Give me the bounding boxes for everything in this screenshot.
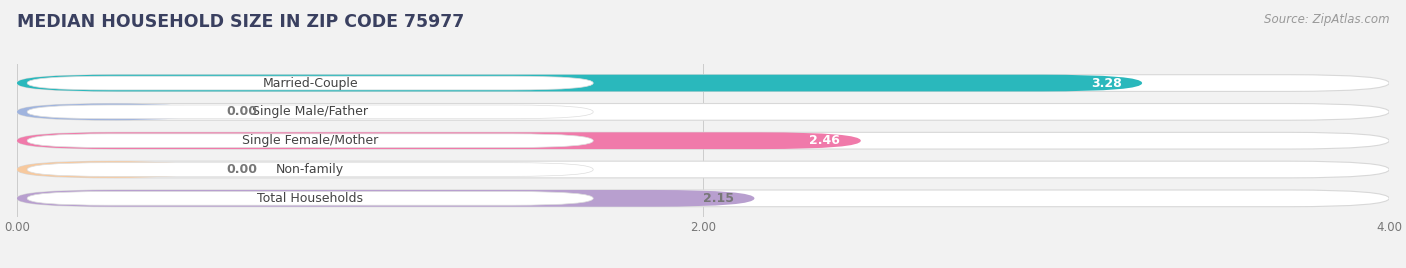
Text: 0.00: 0.00 [226,163,257,176]
FancyBboxPatch shape [17,103,205,120]
Text: 3.28: 3.28 [1091,77,1122,90]
Text: Single Female/Mother: Single Female/Mother [242,134,378,147]
FancyBboxPatch shape [17,132,860,149]
Text: MEDIAN HOUSEHOLD SIZE IN ZIP CODE 75977: MEDIAN HOUSEHOLD SIZE IN ZIP CODE 75977 [17,13,464,31]
FancyBboxPatch shape [17,161,205,178]
Text: Married-Couple: Married-Couple [263,77,359,90]
FancyBboxPatch shape [17,190,1389,207]
Text: 0.00: 0.00 [226,105,257,118]
FancyBboxPatch shape [17,190,755,207]
FancyBboxPatch shape [17,75,1389,91]
FancyBboxPatch shape [17,161,1389,178]
Text: Source: ZipAtlas.com: Source: ZipAtlas.com [1264,13,1389,27]
FancyBboxPatch shape [17,75,1142,91]
FancyBboxPatch shape [17,103,1389,120]
Text: Single Male/Father: Single Male/Father [252,105,368,118]
Text: 2.15: 2.15 [703,192,734,205]
Text: Total Households: Total Households [257,192,363,205]
FancyBboxPatch shape [17,132,1389,149]
Text: Non-family: Non-family [276,163,344,176]
FancyBboxPatch shape [27,105,593,119]
FancyBboxPatch shape [27,163,593,176]
FancyBboxPatch shape [27,134,593,148]
FancyBboxPatch shape [27,76,593,90]
FancyBboxPatch shape [27,192,593,205]
Text: 2.46: 2.46 [810,134,841,147]
